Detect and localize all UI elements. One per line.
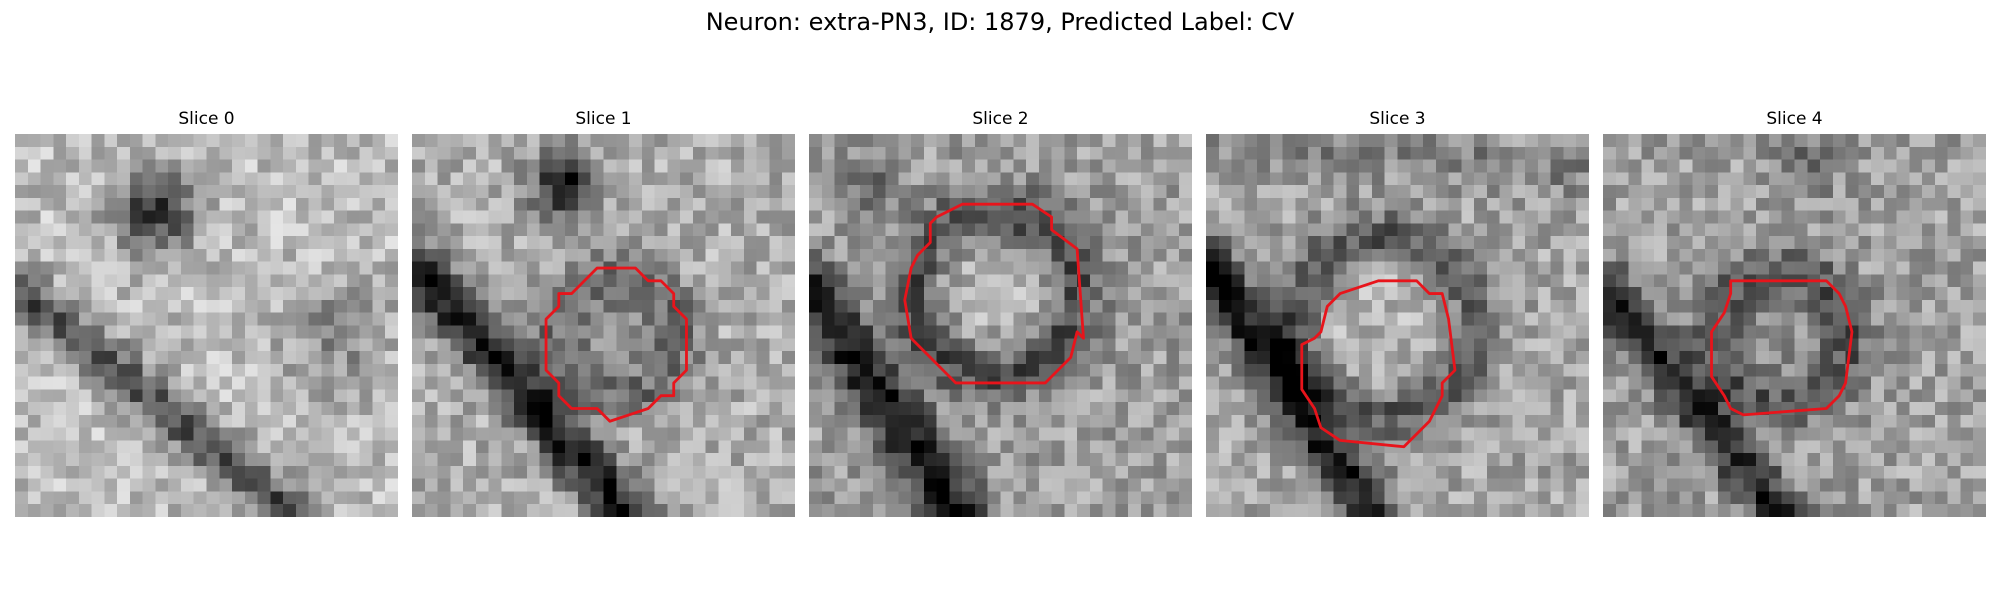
slice-title: Slice 0	[178, 109, 235, 129]
figure-title: Neuron: extra-PN3, ID: 1879, Predicted L…	[705, 8, 1295, 36]
segmentation-contour	[1300, 279, 1457, 449]
slice-title: Slice 1	[575, 109, 632, 129]
slice-image	[15, 134, 398, 517]
segmentation-contour	[903, 202, 1085, 385]
slice-image	[412, 134, 795, 517]
pixel-grid	[412, 134, 795, 517]
slice-panel-0: Slice 0	[15, 108, 398, 523]
segmentation-contour	[1710, 279, 1854, 417]
pixel-grid	[1206, 134, 1589, 517]
slice-image	[1603, 134, 1986, 517]
slice-panel-4: Slice 4	[1603, 108, 1986, 523]
slice-title: Slice 3	[1369, 109, 1426, 129]
slice-panel-3: Slice 3	[1206, 108, 1589, 523]
slice-panel-1: Slice 1	[412, 108, 795, 523]
slice-image	[809, 134, 1192, 517]
slice-panel-2: Slice 2	[809, 108, 1192, 523]
pixel-grid	[809, 134, 1192, 517]
slice-title: Slice 4	[1766, 109, 1823, 129]
slice-image	[1206, 134, 1589, 517]
pixel-grid	[15, 134, 398, 517]
segmentation-contour	[544, 266, 688, 423]
slice-title: Slice 2	[972, 109, 1029, 129]
pixel-grid	[1603, 134, 1986, 517]
